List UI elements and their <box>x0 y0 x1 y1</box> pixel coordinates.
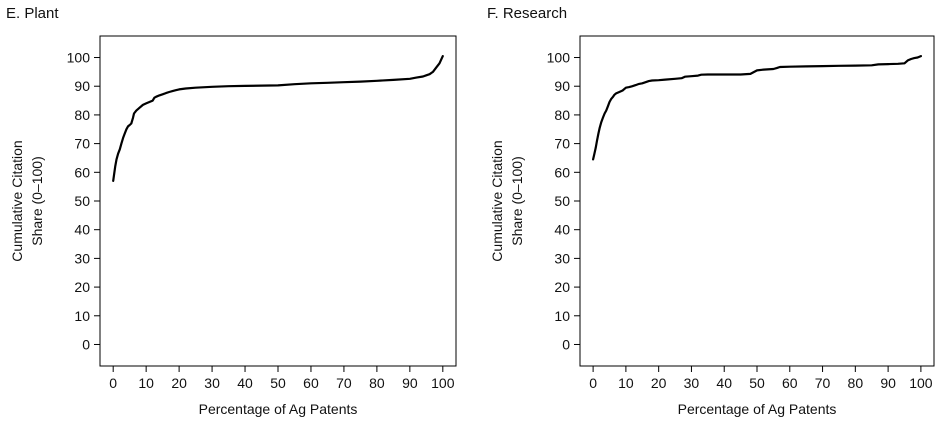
y-tick-label: 70 <box>74 136 90 152</box>
series-line <box>591 54 923 161</box>
y-axis-label-line-2: Share (0–100) <box>509 156 525 246</box>
y-tick-label: 60 <box>74 164 90 180</box>
y-tick-label: 20 <box>74 279 90 295</box>
chart-research: F. Research 0 10 20 30 40 50 60 70 80 90 100 0 10 20 30… <box>487 5 935 417</box>
y-tick-label: 10 <box>554 308 570 324</box>
x-tick-label: 20 <box>651 375 667 391</box>
y-tick-label: 90 <box>74 78 90 94</box>
series-line <box>112 54 444 182</box>
y-axis-label-line-1: Cumulative Citation <box>9 140 25 261</box>
y-tick-label: 40 <box>74 222 90 238</box>
x-tick-label: 10 <box>618 375 634 391</box>
y-tick-label: 0 <box>82 336 90 352</box>
y-tick-label: 70 <box>554 136 570 152</box>
chart-plant: E. Plant 0 10 20 30 40 50 60 70 80 90 100 0 10 20 30 40 5… <box>6 5 457 417</box>
chart-title: E. Plant <box>6 5 59 22</box>
y-tick-label: 50 <box>74 193 90 209</box>
x-tick-label: 90 <box>880 375 896 391</box>
x-tick-label: 60 <box>782 375 798 391</box>
x-tick-label: 70 <box>815 375 831 391</box>
y-axis-label-line-1: Cumulative Citation <box>489 140 505 261</box>
y-tick-label: 0 <box>562 336 570 352</box>
y-tick-label: 80 <box>74 107 90 123</box>
x-tick-label: 80 <box>848 375 864 391</box>
x-tick-label: 100 <box>431 375 455 391</box>
y-tick-label: 40 <box>554 222 570 238</box>
x-axis-label: Percentage of Ag Patents <box>678 401 837 417</box>
x-axis-label: Percentage of Ag Patents <box>199 401 358 417</box>
x-tick-label: 90 <box>402 375 418 391</box>
y-tick-label: 80 <box>554 107 570 123</box>
y-tick-label: 10 <box>74 308 90 324</box>
x-tick-label: 100 <box>909 375 933 391</box>
x-tick-label: 70 <box>336 375 352 391</box>
chart-title: F. Research <box>487 5 567 22</box>
x-tick-label: 0 <box>109 375 117 391</box>
y-axis-label-line-2: Share (0–100) <box>29 156 45 246</box>
x-tick-label: 30 <box>204 375 220 391</box>
y-tick-label: 50 <box>554 193 570 209</box>
x-tick-label: 0 <box>589 375 597 391</box>
y-tick-label: 100 <box>67 50 91 66</box>
x-tick-label: 50 <box>270 375 286 391</box>
y-tick-label: 20 <box>554 279 570 295</box>
x-tick-label: 60 <box>303 375 319 391</box>
y-tick-label: 90 <box>554 78 570 94</box>
y-tick-label: 30 <box>554 250 570 266</box>
x-tick-label: 40 <box>237 375 253 391</box>
x-tick-label: 40 <box>716 375 732 391</box>
y-tick-label: 100 <box>547 50 571 66</box>
x-tick-label: 50 <box>749 375 765 391</box>
x-tick-label: 20 <box>171 375 187 391</box>
x-tick-label: 30 <box>684 375 700 391</box>
y-tick-label: 30 <box>74 250 90 266</box>
x-tick-label: 10 <box>138 375 154 391</box>
x-tick-label: 80 <box>369 375 385 391</box>
y-tick-label: 60 <box>554 164 570 180</box>
